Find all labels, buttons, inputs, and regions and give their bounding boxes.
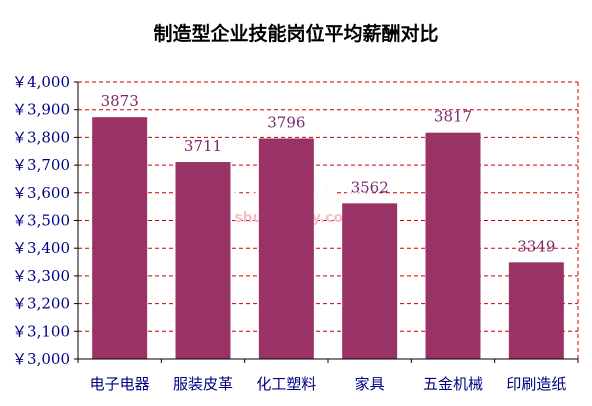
y-tick-label-10: ￥4,000	[12, 73, 70, 91]
gridlines	[78, 81, 579, 359]
y-tick-label-1: ￥3,100	[12, 322, 70, 340]
bar-6	[508, 262, 564, 359]
chart-title: 制造型企业技能岗位平均薪酬对比	[153, 22, 438, 45]
bar-5	[425, 132, 481, 359]
axes	[74, 81, 579, 363]
y-tick-label-7: ￥3,700	[12, 156, 70, 174]
y-tick-label-0: ￥3,000	[12, 350, 70, 368]
data-label-3: 3796	[267, 114, 305, 132]
x-tick-label-5: 五金机械	[423, 375, 483, 393]
y-tick-label-9: ￥3,900	[12, 101, 70, 119]
bar-3	[258, 138, 314, 359]
bar-1	[92, 117, 148, 359]
x-tick-label-6: 印刷造纸	[506, 375, 566, 393]
data-labels: 3873 3711 3796 3562 3817 3349	[101, 92, 556, 255]
data-label-2: 3711	[184, 137, 222, 155]
y-tick-label-2: ￥3,200	[12, 295, 70, 313]
data-label-5: 3817	[434, 108, 472, 126]
x-tick-labels: 电子电器 服装皮革 化工塑料 家具 五金机械 印刷造纸	[90, 375, 567, 393]
x-tick-label-1: 电子电器	[90, 375, 150, 393]
x-tick-label-2: 服装皮革	[173, 375, 233, 393]
y-tick-label-8: ￥3,800	[12, 128, 70, 146]
x-tick-label-3: 化工塑料	[256, 375, 316, 393]
y-tick-label-5: ￥3,500	[12, 212, 70, 230]
data-label-6: 3349	[517, 237, 555, 255]
bar-4	[342, 203, 398, 359]
y-tick-label-3: ￥3,300	[12, 267, 70, 285]
y-tick-label-4: ￥3,400	[12, 239, 70, 257]
y-tick-labels: ￥3,000 ￥3,100 ￥3,200 ￥3,300 ￥3,400 ￥3,500 ￥3,6…	[12, 73, 70, 368]
bar-2	[175, 162, 231, 359]
bars	[92, 117, 564, 359]
x-tick-label-4: 家具	[355, 375, 385, 393]
y-tick-label-6: ￥3,600	[12, 184, 70, 202]
data-label-4: 3562	[351, 178, 389, 196]
data-label-1: 3873	[101, 92, 139, 110]
